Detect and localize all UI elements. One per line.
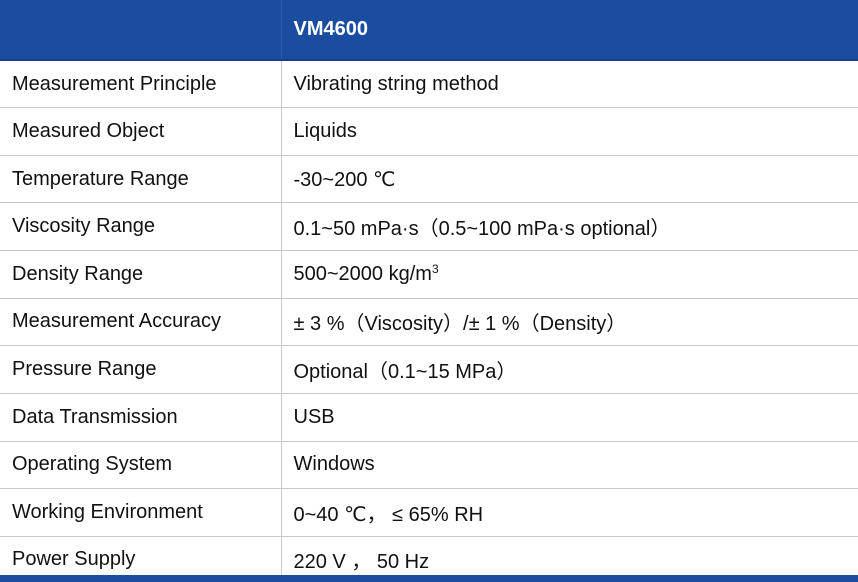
row-value: -30~200 ℃ [281, 154, 858, 203]
table-body: Measurement Principle Vibrating string m… [0, 59, 858, 582]
row-label: Power Supply [0, 535, 282, 582]
row-label: Viscosity Range [0, 202, 282, 251]
row-label: Working Environment [0, 488, 282, 537]
table-row: Viscosity Range 0.1~50 mPa·s（0.5~100 mPa… [0, 202, 858, 251]
header-row: VM4600 [0, 0, 858, 61]
row-value: USB [281, 392, 858, 441]
table-row: Measurement Accuracy ± 3 %（Viscosity）/± … [0, 297, 858, 346]
table-row: Measured Object Liquids [0, 107, 858, 156]
density-value-text: 500~2000 kg/m [293, 262, 432, 285]
table-row: Data Transmission USB [0, 392, 858, 441]
row-value: 500~2000 kg/m3 [281, 250, 858, 299]
row-value: 220 V ， 50 Hz [281, 535, 858, 582]
table-row: Measurement Principle Vibrating string m… [0, 59, 858, 108]
table-row: Density Range 500~2000 kg/m3 [0, 250, 858, 299]
table-row: Temperature Range -30~200 ℃ [0, 154, 858, 203]
table-row: Working Environment 0~40 ℃， ≤ 65% RH [0, 488, 858, 537]
row-label: Operating System [0, 440, 282, 489]
row-value: Liquids [281, 107, 858, 156]
header-blank-cell [0, 0, 282, 61]
row-value: Optional（0.1~15 MPa） [281, 345, 858, 394]
row-label: Density Range [0, 250, 282, 299]
row-label: Measured Object [0, 107, 282, 156]
row-label: Measurement Principle [0, 59, 282, 108]
density-unit-superscript: 3 [431, 261, 439, 276]
table-bottom-border [0, 575, 858, 582]
table-header: VM4600 [0, 0, 858, 61]
row-label: Data Transmission [0, 392, 282, 441]
row-value: Windows [281, 440, 858, 489]
row-value: 0.1~50 mPa·s（0.5~100 mPa·s optional） [281, 202, 858, 251]
table-row: Pressure Range Optional（0.1~15 MPa） [0, 345, 858, 394]
row-value: Vibrating string method [281, 59, 858, 108]
row-value: ± 3 %（Viscosity）/± 1 %（Density） [281, 297, 858, 346]
table-row: Operating System Windows [0, 440, 858, 489]
row-label: Pressure Range [0, 345, 282, 394]
row-label: Temperature Range [0, 154, 282, 203]
row-value: 0~40 ℃， ≤ 65% RH [281, 488, 858, 537]
row-label: Measurement Accuracy [0, 297, 282, 346]
table-row: Power Supply 220 V ， 50 Hz [0, 535, 858, 582]
header-model-cell: VM4600 [281, 0, 858, 61]
